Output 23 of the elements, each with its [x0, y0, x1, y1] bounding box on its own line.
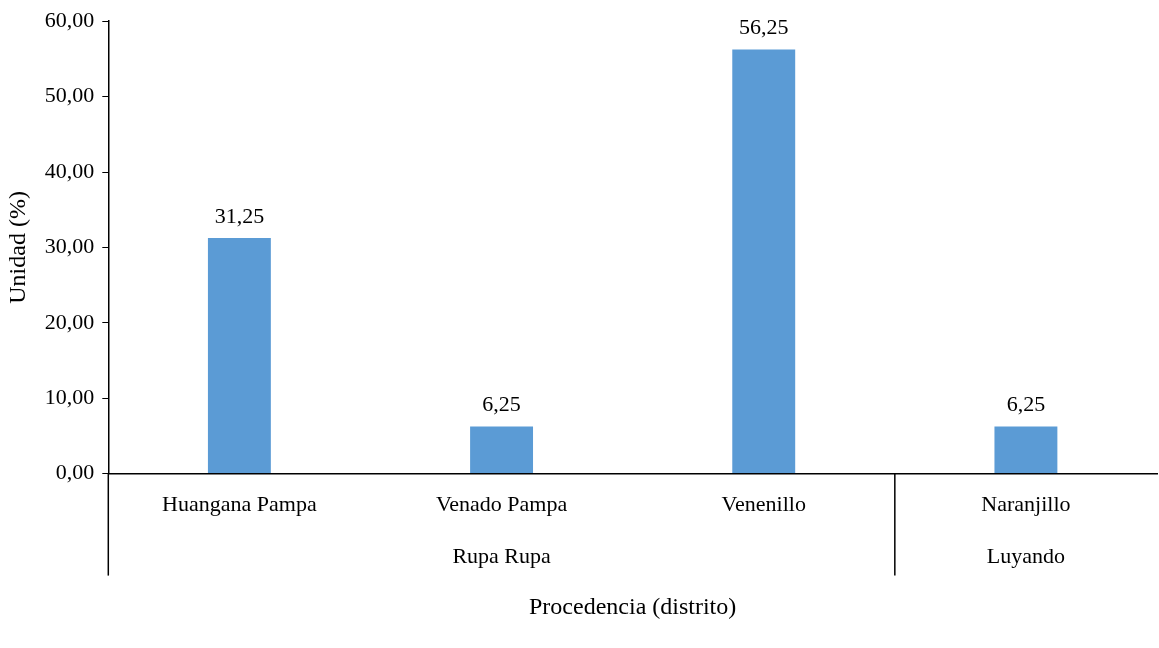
bar — [470, 426, 534, 474]
data-label: 31,25 — [214, 202, 265, 228]
y-tick-label: 40,00 — [44, 157, 95, 183]
y-tick-label: 20,00 — [44, 308, 95, 334]
x-tick-label: Venenillo — [721, 490, 806, 516]
y-tick-label: 10,00 — [44, 383, 95, 409]
x-tick-label: Venado Pampa — [435, 490, 568, 516]
x-tick-label: Naranjillo — [981, 490, 1071, 516]
y-tick-label: 0,00 — [55, 459, 95, 485]
x-axis-title: Procedencia (distrito) — [529, 592, 737, 619]
text: Rupa Rupa — [452, 543, 551, 569]
text: Luyando — [986, 543, 1066, 569]
bar — [732, 49, 796, 474]
data-label: 56,25 — [738, 14, 789, 40]
bar — [994, 426, 1058, 474]
bar — [207, 237, 271, 474]
x-tick-label: Huangana Pampa — [162, 490, 317, 516]
data-label: 6,25 — [1006, 391, 1046, 417]
y-tick-label: 50,00 — [44, 82, 95, 108]
y-axis-title: Unidad (%) — [3, 191, 30, 304]
data-label: 6,25 — [482, 391, 521, 417]
y-tick-label: 60,00 — [44, 6, 95, 32]
y-tick-label: 30,00 — [44, 233, 95, 259]
